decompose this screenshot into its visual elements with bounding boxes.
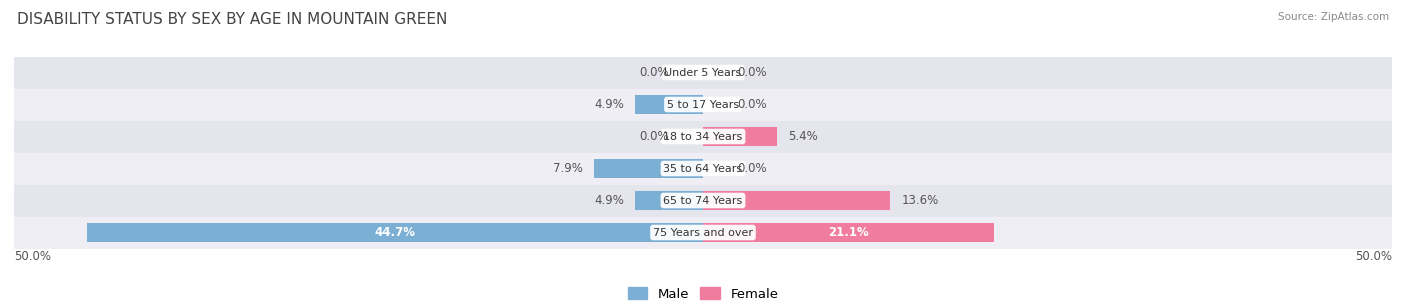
Bar — [14, 152, 1392, 185]
Text: 13.6%: 13.6% — [901, 194, 939, 207]
Text: 21.1%: 21.1% — [828, 226, 869, 239]
Text: 0.0%: 0.0% — [738, 98, 768, 111]
Bar — [703, 191, 890, 210]
Text: 44.7%: 44.7% — [374, 226, 416, 239]
Text: 0.0%: 0.0% — [738, 66, 768, 79]
Bar — [703, 127, 778, 146]
Bar — [703, 223, 994, 242]
Text: 5.4%: 5.4% — [789, 130, 818, 143]
Text: 50.0%: 50.0% — [14, 250, 51, 263]
Text: 50.0%: 50.0% — [1355, 250, 1392, 263]
Text: 7.9%: 7.9% — [553, 162, 583, 175]
Text: 5 to 17 Years: 5 to 17 Years — [666, 99, 740, 109]
Bar — [14, 185, 1392, 217]
Text: 0.0%: 0.0% — [738, 162, 768, 175]
Text: 0.0%: 0.0% — [638, 66, 669, 79]
Bar — [636, 95, 703, 114]
Bar — [14, 88, 1392, 120]
Text: 35 to 64 Years: 35 to 64 Years — [664, 163, 742, 174]
Bar — [14, 217, 1392, 249]
Text: DISABILITY STATUS BY SEX BY AGE IN MOUNTAIN GREEN: DISABILITY STATUS BY SEX BY AGE IN MOUNT… — [17, 12, 447, 27]
Text: 65 to 74 Years: 65 to 74 Years — [664, 196, 742, 206]
Bar — [87, 223, 703, 242]
Text: 4.9%: 4.9% — [595, 98, 624, 111]
Text: 75 Years and over: 75 Years and over — [652, 228, 754, 238]
Bar — [595, 159, 703, 178]
Text: 4.9%: 4.9% — [595, 194, 624, 207]
Text: 18 to 34 Years: 18 to 34 Years — [664, 131, 742, 142]
Bar — [14, 120, 1392, 152]
Bar — [14, 56, 1392, 88]
Legend: Male, Female: Male, Female — [623, 282, 783, 305]
Bar — [636, 191, 703, 210]
Text: Under 5 Years: Under 5 Years — [665, 67, 741, 77]
Text: Source: ZipAtlas.com: Source: ZipAtlas.com — [1278, 12, 1389, 22]
Text: 0.0%: 0.0% — [638, 130, 669, 143]
